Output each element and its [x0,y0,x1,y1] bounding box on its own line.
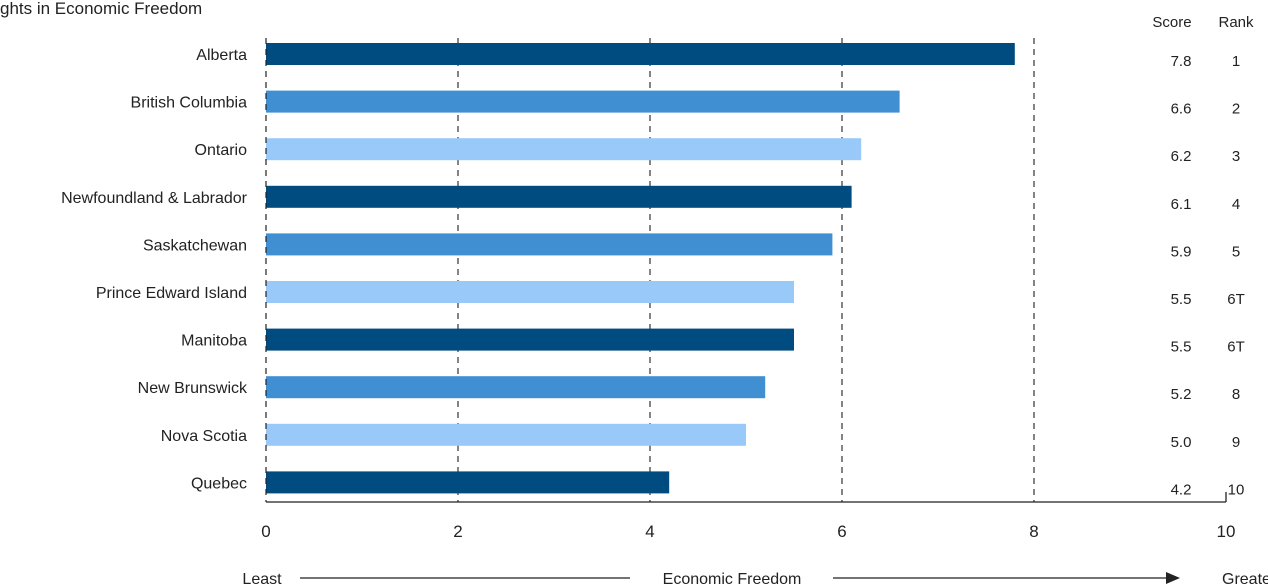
bar-new-brunswick [266,376,766,399]
score-saskatchewan: 5.9 [1171,243,1192,260]
category-label-nova-scotia: Nova Scotia [161,428,247,445]
rank-british-columbia: 2 [1232,101,1240,118]
score-newfoundland-labrador: 6.1 [1171,196,1192,213]
category-label-new-brunswick: New Brunswick [138,380,248,397]
rank-nova-scotia: 9 [1232,434,1240,451]
bar-british-columbia [266,90,900,113]
caption-arrowhead [1166,572,1180,584]
category-label-alberta: Alberta [196,47,247,64]
x-tick-label-0: 0 [261,522,270,541]
category-label-quebec: Quebec [191,475,247,492]
rank-saskatchewan: 5 [1232,243,1240,260]
score-alberta: 7.8 [1171,53,1192,70]
x-tick-label-8: 8 [1029,522,1038,541]
category-labels: Alberta British Columbia Ontario Newfoundla… [61,47,248,492]
bar-newfoundland-labrador [266,185,852,208]
bar-nova-scotia [266,423,746,446]
score-ontario: 6.2 [1171,148,1192,165]
score-nova-scotia: 5.0 [1171,434,1192,451]
x-tick-label-4: 4 [645,522,654,541]
bar-manitoba [266,328,794,351]
axis-caption-least: Least [242,571,282,585]
axis-caption-economic-freedom: Economic Freedom [663,571,802,585]
score-quebec: 4.2 [1171,481,1192,498]
category-label-british-columbia: British Columbia [131,95,248,112]
bar-alberta [266,43,1015,65]
rank-column: 1 2 3 4 5 6T 6T 8 9 10 [1227,53,1245,498]
rank-new-brunswick: 8 [1232,386,1240,403]
rank-quebec: 10 [1228,481,1245,498]
category-label-prince-edward-island: Prince Edward Island [96,285,247,302]
bar-ontario [266,138,862,161]
x-tick-label-6: 6 [837,522,846,541]
bar-saskatchewan [266,233,833,256]
category-label-ontario: Ontario [195,142,248,159]
rank-manitoba: 6T [1227,339,1245,356]
axis-caption-greatest: Greatest [1222,571,1268,585]
rank-prince-edward-island: 6T [1227,291,1245,308]
score-new-brunswick: 5.2 [1171,386,1192,403]
bars-group [266,43,1015,494]
rank-newfoundland-labrador: 4 [1232,196,1240,213]
rank-ontario: 3 [1232,148,1240,165]
x-axis: 0 2 4 6 8 10 [261,38,1235,541]
x-tick-label-2: 2 [453,522,462,541]
score-prince-edward-island: 5.5 [1171,291,1192,308]
rank-column-header: Rank [1218,14,1254,31]
rank-alberta: 1 [1232,53,1240,70]
score-manitoba: 5.5 [1171,339,1192,356]
category-label-manitoba: Manitoba [181,333,247,350]
score-column-header: Score [1152,14,1191,31]
x-axis-caption: Least Economic Freedom Greatest [242,571,1268,585]
bar-quebec [266,471,670,494]
bar-prince-edward-island [266,281,794,303]
score-british-columbia: 6.6 [1171,101,1192,118]
category-label-newfoundland-labrador: Newfoundland & Labrador [61,190,248,207]
chart-title: ghts in Economic Freedom [0,0,202,18]
score-column: 7.8 6.6 6.2 6.1 5.9 5.5 5.5 5.2 5.0 4.2 [1171,53,1192,498]
category-label-saskatchewan: Saskatchewan [143,237,247,254]
x-tick-label-10: 10 [1217,522,1236,541]
